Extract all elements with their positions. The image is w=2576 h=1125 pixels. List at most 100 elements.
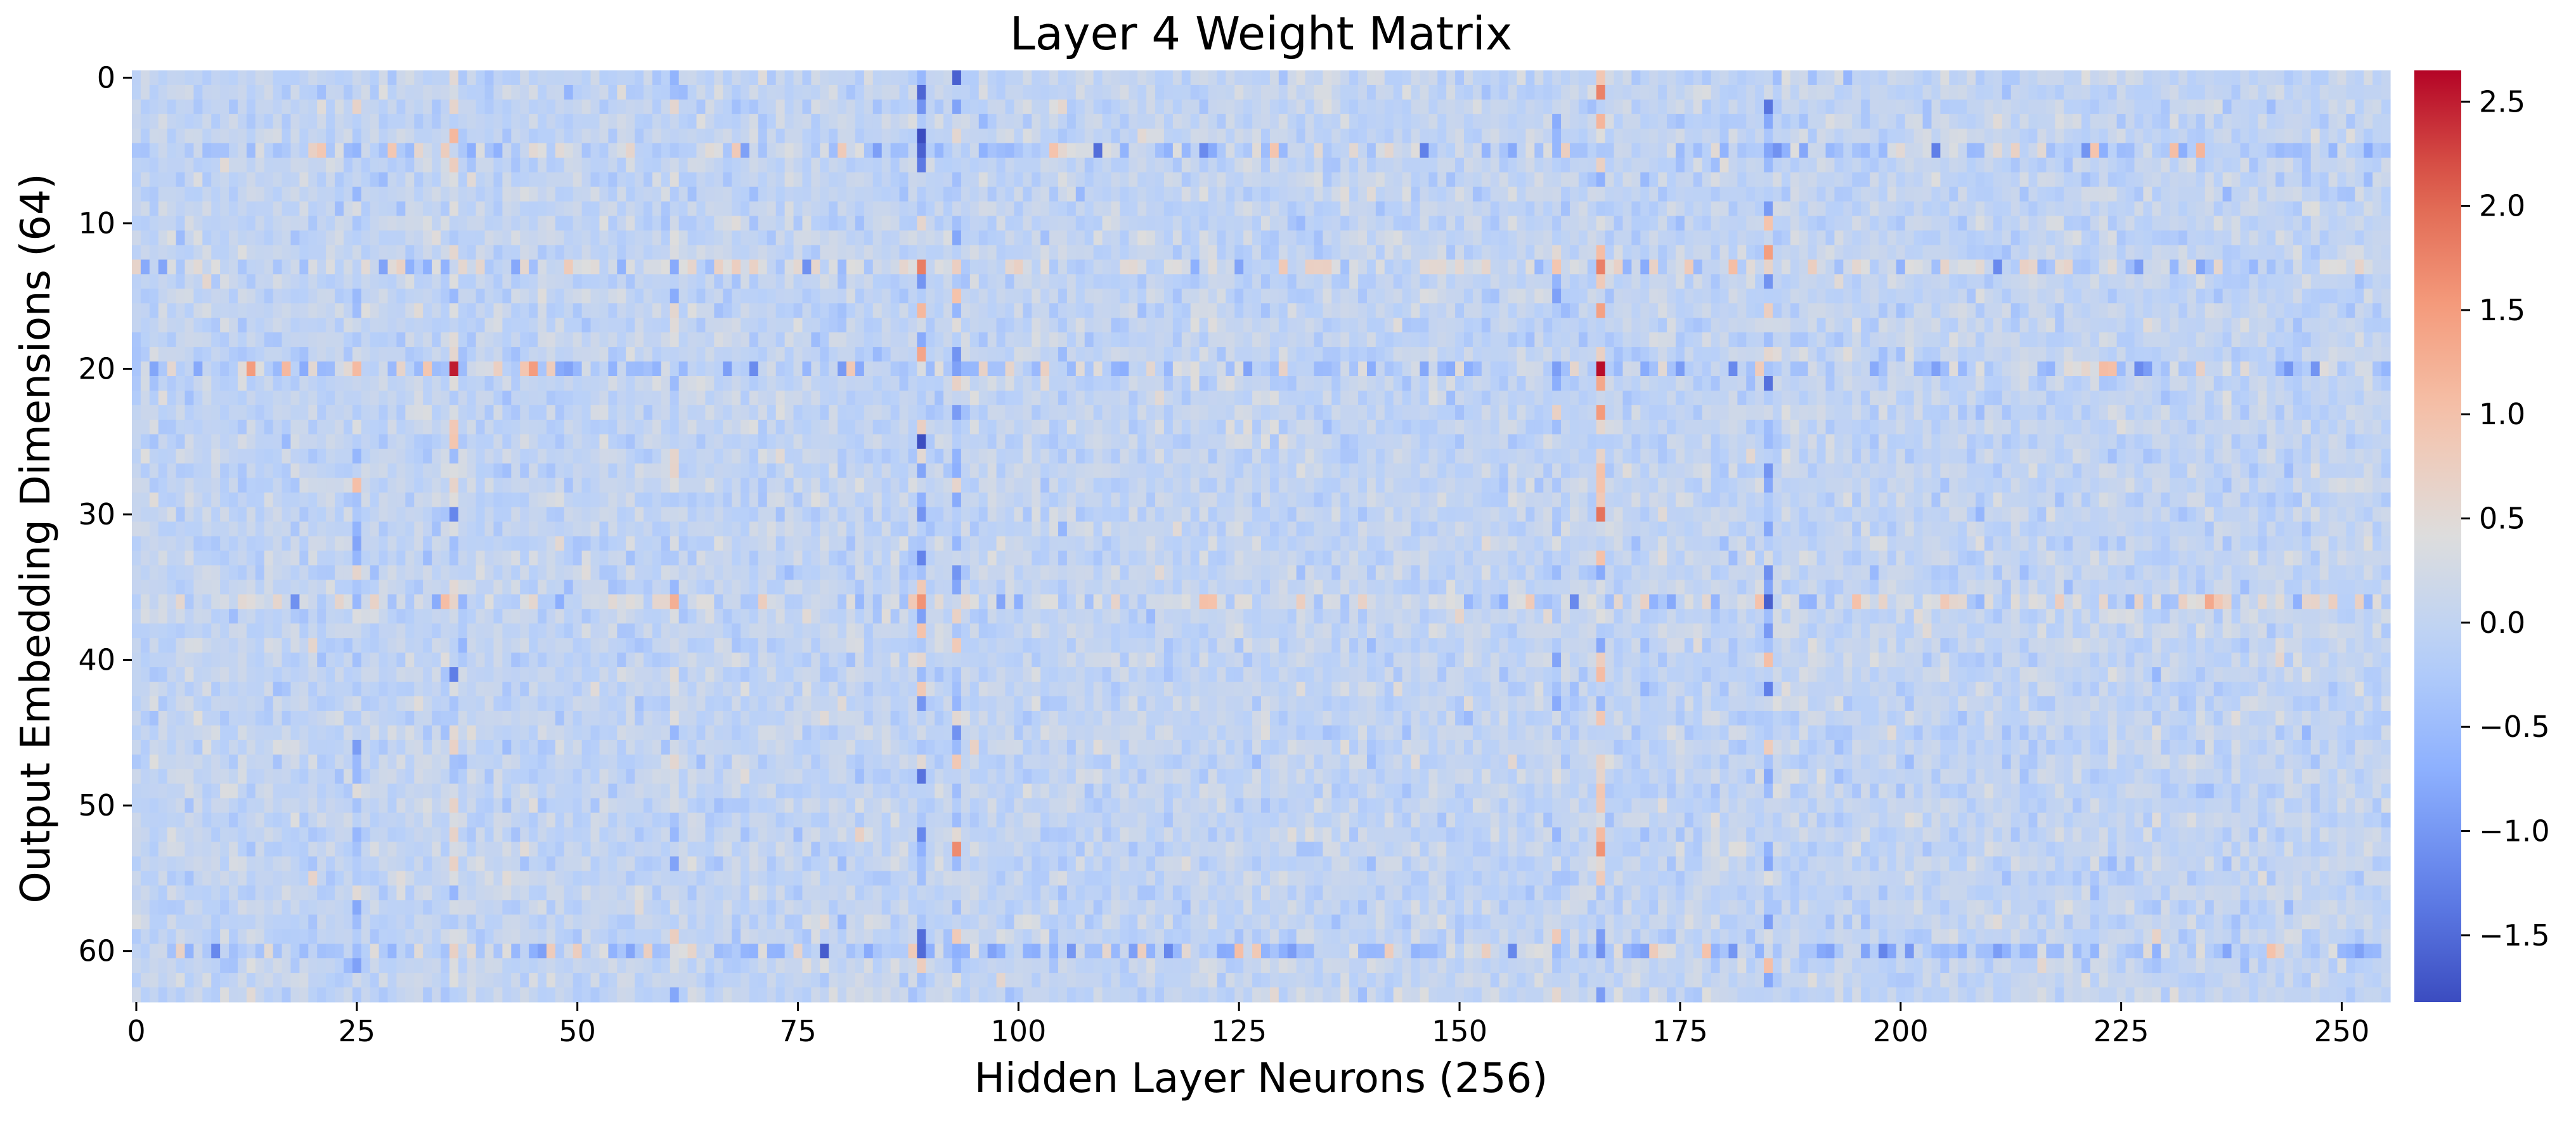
heatmap-cell [1746, 245, 1756, 260]
heatmap-cell [1217, 216, 1226, 231]
heatmap-cell [1032, 332, 1041, 348]
heatmap-cell [1552, 318, 1562, 333]
heatmap-cell [1472, 259, 1482, 275]
heatmap-cell [1120, 84, 1129, 100]
heatmap-cell [1111, 332, 1120, 348]
heatmap-cell [1781, 114, 1791, 129]
heatmap-cell [476, 172, 486, 188]
heatmap-cell [1066, 143, 1077, 159]
heatmap-cell [2073, 143, 2082, 159]
heatmap-cell [2372, 201, 2382, 217]
heatmap-cell [838, 186, 847, 202]
heatmap-cell [414, 99, 424, 115]
heatmap-cell [414, 186, 424, 202]
heatmap-cell [943, 303, 953, 318]
heatmap-cell [1446, 128, 1456, 144]
heatmap-cell [1949, 318, 1958, 333]
heatmap-cell [978, 318, 988, 333]
heatmap-cell [326, 245, 335, 260]
heatmap-cell [1023, 201, 1032, 217]
heatmap-cell [2125, 303, 2135, 318]
heatmap-cell [1605, 114, 1615, 129]
heatmap-cell [1102, 128, 1112, 144]
heatmap-cell [1940, 157, 1950, 173]
heatmap-cell [1746, 186, 1756, 202]
heatmap-cell [1102, 274, 1112, 289]
heatmap-cell [1217, 245, 1226, 260]
heatmap-cell [838, 332, 847, 348]
heatmap-cell [149, 274, 159, 289]
heatmap-cell [935, 70, 944, 86]
heatmap-cell [220, 245, 230, 260]
heatmap-cell [1640, 143, 1650, 159]
heatmap-cell [1005, 143, 1014, 159]
heatmap-cell [1111, 157, 1120, 173]
heatmap-cell [352, 114, 362, 129]
heatmap-cell [335, 303, 344, 318]
heatmap-cell [1993, 172, 2003, 188]
heatmap-cell [1984, 84, 1994, 100]
heatmap-cell [1737, 172, 1747, 188]
heatmap-cell [1172, 347, 1182, 362]
heatmap-cell [1129, 128, 1138, 144]
heatmap-cell [1587, 70, 1597, 86]
heatmap-cell [758, 186, 768, 202]
heatmap-cell [1199, 303, 1209, 318]
heatmap-cell [678, 128, 689, 144]
heatmap-cell [846, 128, 856, 144]
heatmap-cell [352, 289, 362, 304]
heatmap-cell [1764, 216, 1773, 231]
heatmap-cell [741, 70, 750, 86]
heatmap-cell [1261, 201, 1271, 217]
heatmap-cell [158, 128, 168, 144]
heatmap-cell [2064, 84, 2073, 100]
heatmap-cell [978, 230, 988, 246]
heatmap-cell [493, 216, 503, 231]
heatmap-cell [590, 172, 600, 188]
heatmap-cell [1314, 245, 1323, 260]
heatmap-cell [1155, 172, 1165, 188]
heatmap-cell [529, 274, 538, 289]
heatmap-cell [573, 259, 583, 275]
heatmap-cell [335, 84, 344, 100]
heatmap-cell [1534, 332, 1544, 348]
heatmap-cell [1428, 318, 1438, 333]
heatmap-cell [2090, 84, 2100, 100]
heatmap-cell [608, 245, 618, 260]
heatmap-cell [396, 347, 406, 362]
heatmap-cell [1931, 318, 1941, 333]
heatmap-cell [1305, 274, 1315, 289]
heatmap-cell [484, 259, 495, 275]
heatmap-cell [1578, 99, 1588, 115]
heatmap-cell [1737, 318, 1747, 333]
heatmap-cell [2010, 143, 2021, 159]
heatmap-cell [1605, 186, 1615, 202]
heatmap-cell [2267, 332, 2276, 348]
heatmap-cell [767, 157, 777, 173]
heatmap-cell [1711, 128, 1721, 144]
heatmap-cell [1049, 172, 1059, 188]
heatmap-cell [661, 70, 671, 86]
heatmap-cell [741, 172, 750, 188]
heatmap-cell [1058, 84, 1068, 100]
heatmap-cell [529, 347, 538, 362]
heatmap-cell [987, 230, 997, 246]
heatmap-cell [1569, 216, 1579, 231]
heatmap-cell [2055, 245, 2064, 260]
heatmap-cell [255, 143, 265, 159]
heatmap-cell [943, 259, 953, 275]
heatmap-cell [1675, 143, 1685, 159]
heatmap-cell [1552, 201, 1562, 217]
heatmap-cell [829, 157, 838, 173]
heatmap-cell [846, 172, 856, 188]
heatmap-cell [2187, 114, 2197, 129]
heatmap-cell [1719, 303, 1730, 318]
heatmap-cell [237, 157, 247, 173]
heatmap-cell [1340, 186, 1350, 202]
heatmap-cell [1129, 157, 1138, 173]
heatmap-cell [1366, 332, 1376, 348]
heatmap-cell [1032, 186, 1041, 202]
heatmap-cell [2107, 289, 2118, 304]
heatmap-cell [687, 143, 697, 159]
heatmap-cell [282, 186, 292, 202]
